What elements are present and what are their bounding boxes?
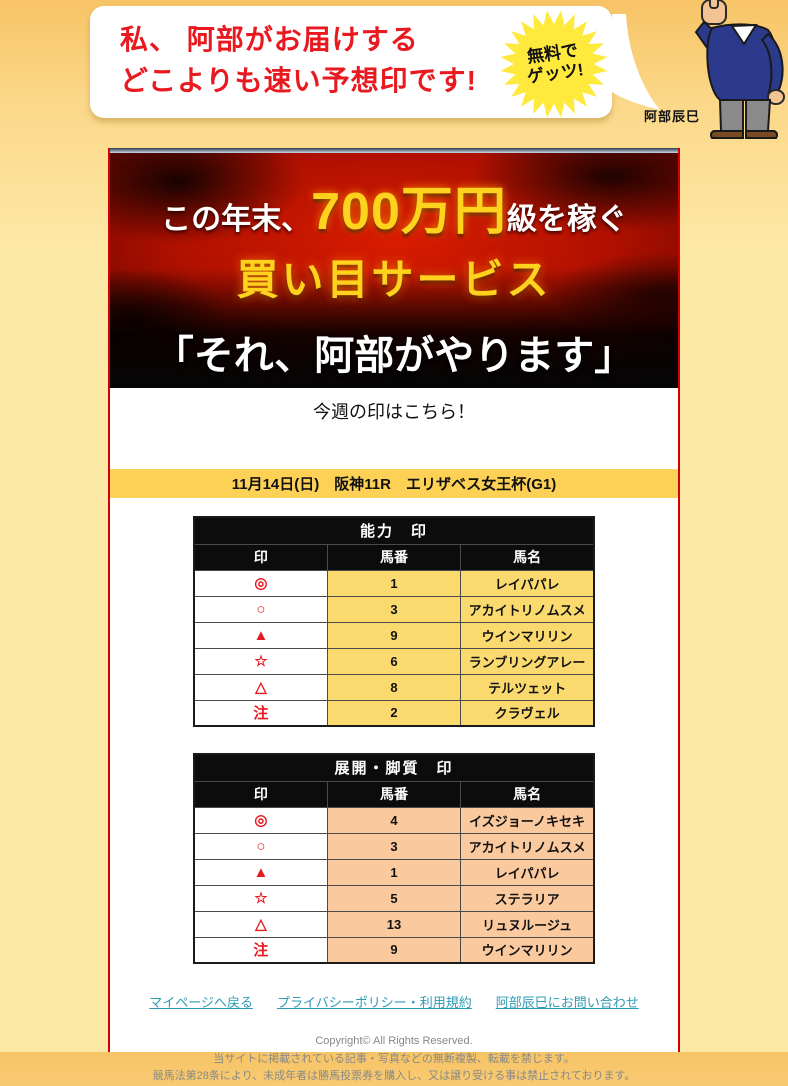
table-row: 注 9 ウインマリリン bbox=[193, 936, 595, 964]
bubble-line-2: どこよりも速い予想印です! bbox=[120, 64, 477, 96]
table-row: ◎ 1 レイパパレ bbox=[193, 569, 595, 597]
column-header: 馬名 bbox=[460, 780, 595, 808]
horse-name: ウインマリリン bbox=[460, 621, 595, 649]
banner-line-3: 「それ、阿部がやります」 bbox=[153, 334, 635, 378]
marks-table-2: 展開・脚質 印印馬番 馬名 ◎ 4 イズジョーノキセキ ○ 3 アカイトリノムスメ ▲ 1 レイパパ… bbox=[193, 753, 595, 964]
horse-number: 1 bbox=[326, 858, 462, 886]
bubble-line-1: 私、 阿部がお届けする bbox=[120, 24, 419, 55]
speech-bubble-tail-icon bbox=[612, 14, 660, 110]
table-row: ○ 3 アカイトリノムスメ bbox=[193, 595, 595, 623]
horse-number: 13 bbox=[326, 910, 462, 938]
main-content: この年末、700万円級を稼ぐ 買い目サービス 「それ、阿部がやります」 今週の印… bbox=[108, 148, 680, 1082]
free-badge: 無料で ゲッツ! bbox=[500, 10, 608, 118]
table-row: △ 8 テルツェット bbox=[193, 673, 595, 701]
column-header: 馬番 bbox=[326, 543, 462, 571]
mark-symbol: ○ bbox=[193, 832, 328, 860]
horse-number: 6 bbox=[326, 647, 462, 675]
banner-line1-post: 級を稼ぐ bbox=[506, 203, 627, 236]
table-row: ▲ 1 レイパパレ bbox=[193, 858, 595, 886]
table-row: ◎ 4 イズジョーノキセキ bbox=[193, 806, 595, 834]
copyright-block: Copyright© All Rights Reserved. 当サイトに掲載さ… bbox=[110, 1033, 678, 1086]
mark-symbol: 注 bbox=[193, 936, 328, 964]
copyright-line-1: Copyright© All Rights Reserved. bbox=[315, 1035, 473, 1047]
horse-number: 4 bbox=[326, 806, 462, 834]
banner-line-2: 買い目サービス bbox=[236, 256, 552, 303]
mark-symbol: ○ bbox=[193, 595, 328, 623]
horse-number: 2 bbox=[326, 699, 462, 727]
table-row: △ 13 リュヌルージュ bbox=[193, 910, 595, 938]
mark-symbol: ◎ bbox=[193, 569, 328, 597]
link-contact[interactable]: 阿部辰巳にお問い合わせ bbox=[495, 995, 639, 1010]
banner-line1-pre: この年末、 bbox=[161, 203, 312, 236]
horse-number: 8 bbox=[326, 673, 462, 701]
footer-links: マイページへ戻る プライバシーポリシー・利用規約 阿部辰巳にお問い合わせ bbox=[110, 992, 678, 1011]
column-header: 馬名 bbox=[460, 543, 595, 571]
link-privacy-terms[interactable]: プライバシーポリシー・利用規約 bbox=[276, 995, 472, 1010]
horse-name: ステラリア bbox=[460, 884, 595, 912]
horse-number: 9 bbox=[326, 621, 462, 649]
mark-symbol: 注 bbox=[193, 699, 328, 727]
copyright-line-2: 当サイトに掲載されている記事・写真などの無断複製、転載を禁じます。 bbox=[213, 1052, 575, 1065]
mark-symbol: ▲ bbox=[193, 858, 328, 886]
weekly-marks-heading: 今週の印はこちら！ bbox=[313, 402, 475, 422]
mark-symbol: ☆ bbox=[193, 647, 328, 675]
mark-symbol: △ bbox=[193, 673, 328, 701]
mark-tables-area: 能力 印印馬番 馬名 ◎ 1 レイパパレ ○ 3 アカイトリノムスメ ▲ 9 ウインマリリン ☆ 6 ラン… bbox=[110, 498, 678, 964]
copyright-line-3: 競馬法第28条により、未成年者は勝馬投票券を購入し、又は譲り受ける事は禁止されて… bbox=[152, 1070, 636, 1083]
race-info-bar: 11月14日(日) 阪神11R エリザベス女王杯(G1) bbox=[110, 469, 678, 498]
horse-name: レイパパレ bbox=[460, 858, 595, 886]
table-row: ▲ 9 ウインマリリン bbox=[193, 621, 595, 649]
free-badge-text: 無料で ゲッツ! bbox=[493, 3, 615, 125]
horse-number: 9 bbox=[326, 936, 462, 964]
horse-name: アカイトリノムスメ bbox=[460, 832, 595, 860]
horse-number: 5 bbox=[326, 884, 462, 912]
horse-name: イズジョーノキセキ bbox=[460, 806, 595, 834]
promo-banner[interactable]: この年末、700万円級を稼ぐ 買い目サービス 「それ、阿部がやります」 bbox=[110, 153, 678, 388]
column-header: 印 bbox=[193, 543, 328, 571]
horse-name: クラヴェル bbox=[460, 699, 595, 727]
horse-name: アカイトリノムスメ bbox=[460, 595, 595, 623]
link-mypage[interactable]: マイページへ戻る bbox=[149, 995, 253, 1010]
banner-line1-highlight: 700万円 bbox=[311, 183, 507, 241]
horse-name: テルツェット bbox=[460, 673, 595, 701]
table-row: ☆ 6 ランブリングアレー bbox=[193, 647, 595, 675]
banner-line-1: この年末、700万円級を稼ぐ bbox=[110, 169, 678, 244]
horse-number: 1 bbox=[326, 569, 462, 597]
column-header: 馬番 bbox=[326, 780, 462, 808]
horse-number: 3 bbox=[326, 595, 462, 623]
starburst-icon bbox=[500, 10, 608, 118]
table-row: ☆ 5 ステラリア bbox=[193, 884, 595, 912]
horse-name: リュヌルージュ bbox=[460, 910, 595, 938]
mark-symbol: ◎ bbox=[193, 806, 328, 834]
column-header: 印 bbox=[193, 780, 328, 808]
top-divider bbox=[110, 148, 678, 153]
table-row: 注 2 クラヴェル bbox=[193, 699, 595, 727]
table-title: 展開・脚質 印 bbox=[193, 753, 595, 782]
table-row: ○ 3 アカイトリノムスメ bbox=[193, 832, 595, 860]
mascot-character-icon bbox=[694, 0, 785, 139]
horse-name: レイパパレ bbox=[460, 569, 595, 597]
mark-symbol: △ bbox=[193, 910, 328, 938]
table-title: 能力 印 bbox=[193, 516, 595, 545]
mark-symbol: ☆ bbox=[193, 884, 328, 912]
horse-name: ウインマリリン bbox=[460, 936, 595, 964]
marks-table-1: 能力 印印馬番 馬名 ◎ 1 レイパパレ ○ 3 アカイトリノムスメ ▲ 9 ウインマリリン ☆ 6 ラン… bbox=[193, 516, 595, 727]
mascot-name-label: 阿部辰巳 bbox=[644, 109, 701, 124]
mark-symbol: ▲ bbox=[193, 621, 328, 649]
horse-number: 3 bbox=[326, 832, 462, 860]
horse-name: ランブリングアレー bbox=[460, 647, 595, 675]
